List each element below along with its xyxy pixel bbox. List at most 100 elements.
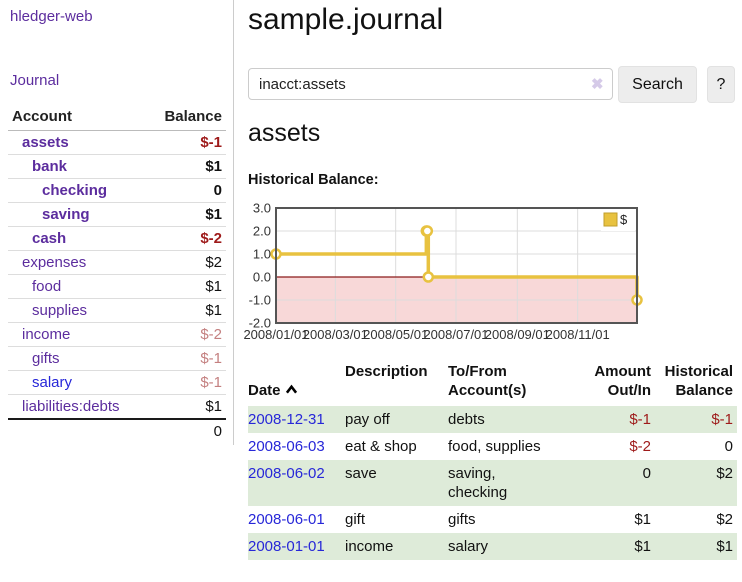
account-link[interactable]: checking [42,182,108,199]
accounts-table: Account Balance assets $-1 bank $1 check… [8,104,226,443]
register-header-amount: Amount Out/In [594,363,651,399]
account-link[interactable]: supplies [32,302,88,319]
accounts-header-balance: Balance [146,104,226,131]
sidebar-item-journal[interactable]: Journal [10,72,60,89]
account-row: cash $-2 [8,226,226,251]
transaction-amount: $1 [565,533,655,560]
transaction-accounts: salary [448,533,565,560]
account-row: salary $-1 [8,370,226,395]
sidebar-divider [233,0,234,445]
account-balance: $-2 [146,226,226,251]
transaction-amount: 0 [565,460,655,506]
transaction-balance: $2 [716,511,733,528]
account-row: liabilities:debts $1 [8,394,226,419]
account-balance: $1 [146,202,226,227]
transaction-description: gift [345,511,366,528]
account-heading: assets [248,119,321,147]
search-input[interactable] [248,68,613,100]
svg-text:2008/09/01: 2008/09/01 [485,327,550,342]
svg-text:-2.0: -2.0 [249,316,271,331]
account-link[interactable]: saving [42,206,90,223]
account-balance: $1 [146,274,226,299]
account-link[interactable]: salary [32,374,73,391]
account-balance: $1 [146,154,226,179]
account-balance: $-2 [146,322,226,347]
account-link[interactable]: assets [22,134,69,151]
clear-search-icon[interactable]: ✖ [591,76,604,93]
chart-svg: $3.0 2.0 1.0 0.0 -1.0 -2.02008/01/012008/03/0… [243,201,643,342]
account-row: supplies $1 [8,298,226,323]
account-link[interactable]: liabilities:debts [22,398,120,415]
account-balance: $2 [146,250,226,275]
transaction-date-link[interactable]: 2008-12-31 [248,411,325,428]
register-row: 2008-06-02 save saving, checking 0 $2 [248,460,737,506]
accounts-total-value: 0 [146,418,226,443]
account-row: checking 0 [8,178,226,203]
account-link[interactable]: cash [32,230,67,247]
svg-text:2008/11/01: 2008/11/01 [546,327,610,342]
register-header-date[interactable]: Date [248,360,345,406]
account-row: saving $1 [8,202,226,227]
transaction-description: save [345,460,448,506]
transaction-amount: $-2 [629,438,651,455]
search-button[interactable]: Search [618,66,697,103]
transaction-description: income [345,533,448,560]
transaction-balance: $1 [655,533,737,560]
register-row: 2008-06-03 eat & shop food, supplies $-2… [248,433,737,460]
svg-text:2.0: 2.0 [253,224,271,239]
transaction-date-link[interactable]: 2008-06-01 [248,511,325,528]
account-row: food $1 [8,274,226,299]
accounts-header-account: Account [8,104,147,131]
account-row: income $-2 [8,322,226,347]
transaction-accounts: food, supplies [448,438,541,455]
transaction-accounts: gifts [448,511,476,528]
historical-balance-chart: $3.0 2.0 1.0 0.0 -1.0 -2.0 2008/01/01 2008/03/0… [235,198,645,348]
account-link[interactable]: gifts [32,350,60,367]
account-balance: $-1 [146,346,226,371]
transaction-balance: $-1 [655,406,737,433]
app-brand-link[interactable]: hledger-web [10,8,93,25]
account-balance: $1 [146,394,226,419]
svg-text:2008/07/01: 2008/07/01 [423,327,488,342]
svg-text:-1.0: -1.0 [249,293,271,308]
account-balance: $1 [146,298,226,323]
accounts-total-row: 0 [8,418,226,443]
account-balance: $-1 [146,370,226,395]
account-link[interactable]: income [22,326,71,343]
transaction-balance: $2 [655,460,737,506]
transaction-date-link[interactable]: 2008-06-03 [248,438,325,455]
svg-text:2008/01/01: 2008/01/01 [243,327,308,342]
transaction-amount: $-1 [565,406,655,433]
svg-text:$: $ [620,212,628,227]
account-link[interactable]: expenses [22,254,87,271]
page-title: sample.journal [248,3,444,36]
svg-text:2008/05/01: 2008/05/01 [363,327,428,342]
register-row: 2008-06-01 gift gifts $1 $2 [248,506,737,533]
svg-text:2008/03/01: 2008/03/01 [303,327,368,342]
transaction-amount: $1 [634,511,651,528]
register-header-balance: Historical Balance [664,363,733,399]
chart-label: Historical Balance: [248,172,379,188]
account-link[interactable]: food [32,278,62,295]
transaction-description: pay off [345,406,448,433]
transaction-description: eat & shop [345,438,417,455]
account-row: expenses $2 [8,250,226,275]
svg-text:1.0: 1.0 [253,247,271,262]
transaction-date-link[interactable]: 2008-06-02 [248,465,325,482]
account-balance: 0 [146,178,226,203]
register-table: Date Description To/From Account(s) Amou… [248,360,737,560]
transaction-date-link[interactable]: 2008-01-01 [248,538,325,555]
sort-ascending-icon [285,384,297,394]
account-row: bank $1 [8,154,226,179]
register-header-description: Description [345,363,428,380]
transaction-balance: 0 [724,438,733,455]
account-row: assets $-1 [8,131,226,155]
transaction-accounts: saving, checking [448,460,565,506]
help-button[interactable]: ? [707,66,735,103]
register-header-accounts: To/From Account(s) [448,363,527,399]
account-link[interactable]: bank [32,158,68,175]
register-row: 2008-01-01 income salary $1 $1 [248,533,737,560]
transaction-accounts: debts [448,406,565,433]
register-row: 2008-12-31 pay off debts $-1 $-1 [248,406,737,433]
svg-text:3.0: 3.0 [253,201,271,216]
